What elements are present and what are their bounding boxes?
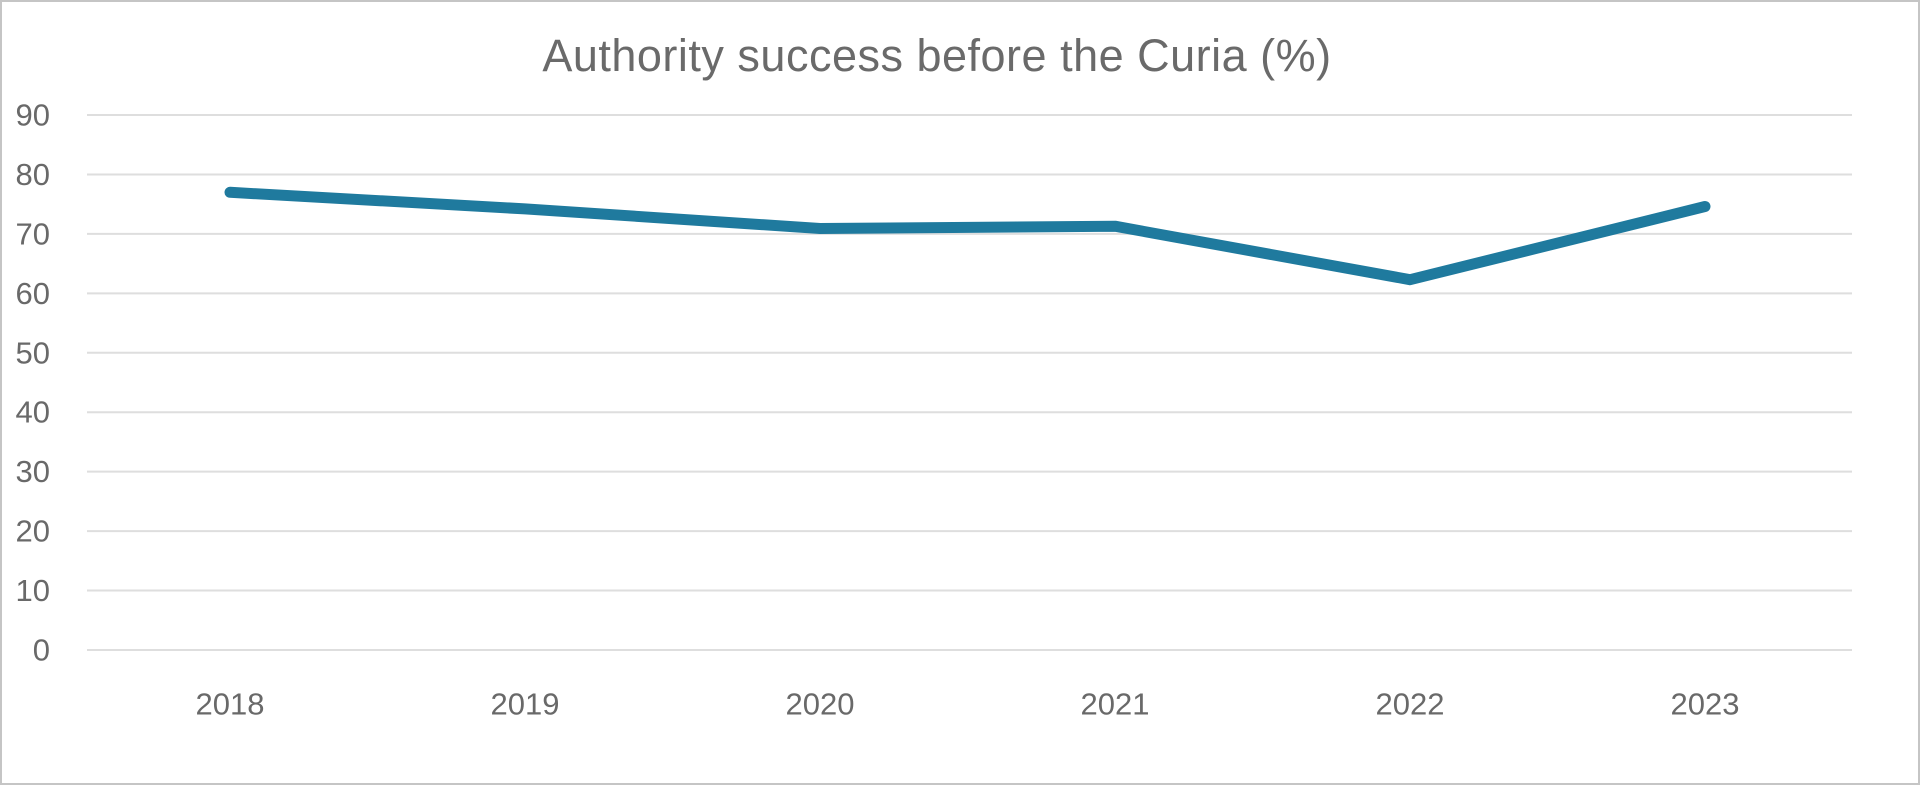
- x-axis-tick-label: 2019: [491, 687, 560, 722]
- x-axis-tick-label: 2022: [1376, 687, 1445, 722]
- y-axis-tick-label: 90: [16, 98, 50, 133]
- series-line: [224, 186, 1711, 286]
- y-axis-tick-label: 80: [16, 157, 50, 192]
- x-axis-tick-label: 2020: [786, 687, 855, 722]
- y-axis-tick-label: 40: [16, 395, 50, 430]
- y-axis-tick-label: 50: [16, 335, 50, 370]
- y-axis-tick-label: 0: [33, 633, 50, 668]
- x-axis-tick-label: 2021: [1081, 687, 1150, 722]
- y-axis-tick-label: 20: [16, 514, 50, 549]
- x-axis-tick-label: 2023: [1671, 687, 1740, 722]
- y-axis-tick-label: 70: [16, 216, 50, 251]
- x-axis-tick-label: 2018: [196, 687, 265, 722]
- y-axis-tick-label: 60: [16, 276, 50, 311]
- y-axis-tick-label: 30: [16, 454, 50, 489]
- y-axis-tick-label: 10: [16, 573, 50, 608]
- chart-title: Authority success before the Curia (%): [542, 30, 1332, 81]
